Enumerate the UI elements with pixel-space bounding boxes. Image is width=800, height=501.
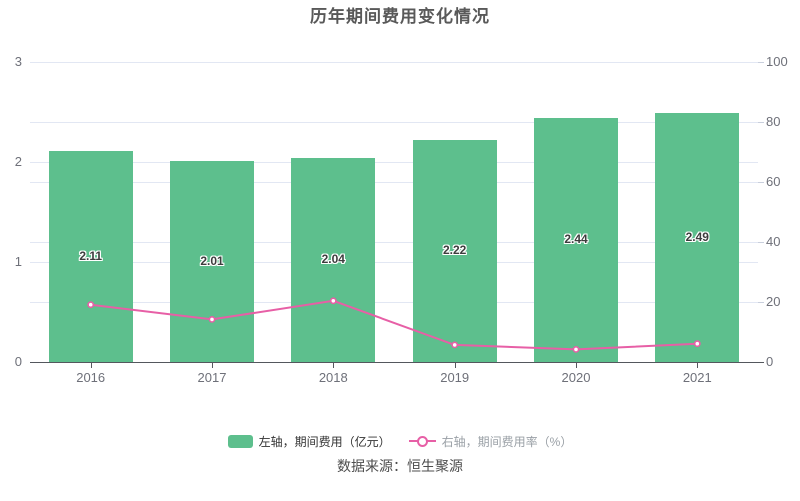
y-axis-label-right: 0 [766, 354, 774, 369]
legend-label-bar: 左轴，期间费用（亿元） [258, 435, 391, 449]
grid-line [30, 62, 758, 63]
bar-value-label: 2.49 [685, 229, 709, 244]
line-point-2017[interactable] [208, 315, 216, 323]
bar-2017[interactable]: 2.01 [170, 161, 254, 362]
x-axis-label-2016: 2016 [76, 370, 106, 385]
y-axis-label-right: 100 [766, 54, 788, 69]
bar-2018[interactable]: 2.04 [291, 158, 376, 362]
x-axis-tick [697, 363, 699, 368]
line-point-2019[interactable] [451, 341, 459, 349]
x-axis-tick [576, 363, 577, 368]
x-axis-label-2019: 2019 [440, 370, 470, 385]
x-axis-tick [454, 363, 456, 368]
x-axis-label-2021: 2021 [682, 370, 712, 385]
y-axis-label-left: 3 [14, 54, 22, 69]
y-axis-label-left: 0 [14, 354, 22, 369]
grid-line [30, 122, 758, 123]
plot-area: 2.11 2.01 2.04 2.22 2.44 2.49 [30, 62, 758, 362]
bar-2020[interactable]: 2.44 [534, 118, 618, 362]
y-axis-tick-right [758, 62, 764, 63]
x-axis-tick [333, 363, 335, 368]
y-axis-tick-right [758, 302, 764, 303]
bar-value-label: 2.11 [79, 248, 103, 263]
bar-2021[interactable]: 2.49 [655, 113, 740, 362]
y-axis-label-right: 80 [766, 114, 781, 129]
y-axis-tick-right [758, 242, 764, 243]
x-axis-label-2018: 2018 [318, 370, 348, 385]
legend-label-line: 右轴，期间费用率（%） [441, 435, 573, 449]
bar-value-label: 2.04 [321, 252, 345, 266]
y-axis-label-right: 20 [766, 294, 781, 309]
y-axis-tick-right [758, 122, 764, 123]
source-note: 数据来源：恒生聚源 [337, 458, 463, 474]
line-point-2020[interactable] [572, 345, 580, 353]
y-axis-tick-right [758, 182, 764, 183]
bar-value-label: 2.22 [443, 243, 467, 257]
y-axis-label-left: 1 [14, 254, 22, 269]
expense-ratio-line-layer [87, 297, 701, 353]
legend-item-line-series[interactable]: 右轴，期间费用率（%） [408, 433, 573, 450]
y-axis-label-right: 60 [766, 174, 781, 189]
line-point-2018[interactable] [329, 297, 337, 305]
chart-title: 历年期间费用变化情况 [310, 7, 490, 26]
x-axis-label-2020: 2020 [561, 370, 591, 385]
line-point-2016[interactable] [87, 301, 95, 309]
grid-line [30, 162, 758, 163]
x-axis-line [30, 362, 764, 363]
legend: 左轴，期间费用（亿元） 右轴，期间费用率（%） [0, 433, 800, 450]
line-point-2021[interactable] [693, 340, 701, 348]
y-axis-label-right: 40 [766, 234, 781, 249]
bar-2019[interactable]: 2.22 [412, 140, 497, 362]
bar-2016[interactable]: 2.11 [48, 151, 133, 362]
legend-item-bar-series[interactable]: 左轴，期间费用（亿元） [227, 433, 391, 450]
legend-line-icon [408, 435, 436, 448]
expense-ratio-line [90, 299, 698, 351]
y-axis-label-left: 2 [14, 154, 22, 169]
grid-line [30, 182, 758, 183]
x-axis-tick [90, 363, 92, 368]
legend-bar-swatch-icon [227, 435, 253, 448]
grid-line [30, 262, 758, 263]
grid-line [30, 242, 758, 243]
x-axis-tick [212, 363, 213, 368]
bar-value-label: 2.44 [564, 232, 588, 246]
bar-value-label: 2.01 [200, 253, 224, 268]
x-axis-label-2017: 2017 [197, 370, 227, 385]
grid-line [30, 302, 758, 303]
